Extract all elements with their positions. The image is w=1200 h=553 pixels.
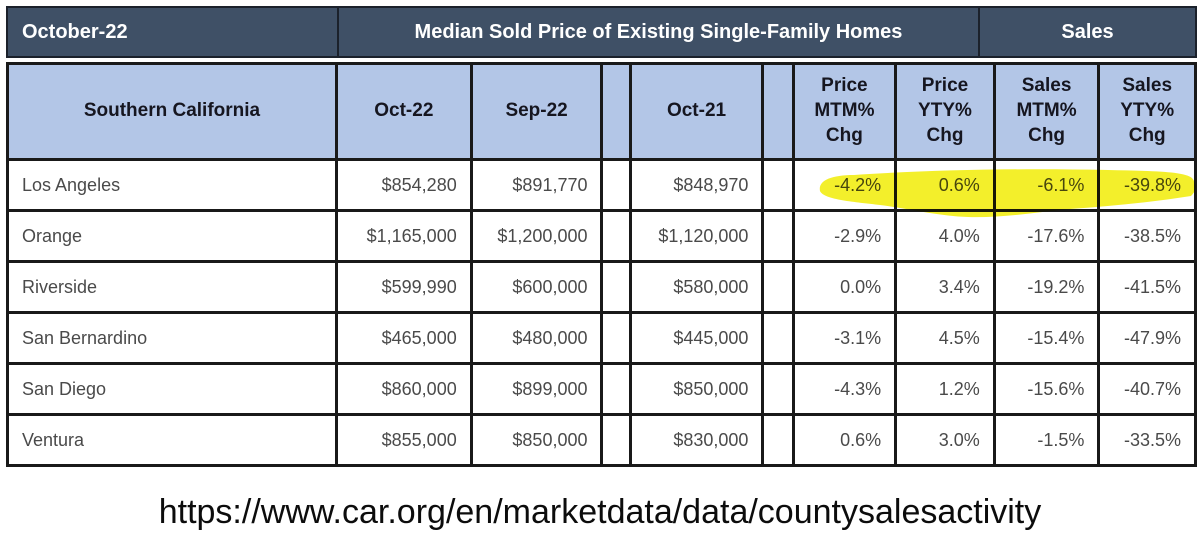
- cell-oct21: $830,000: [628, 413, 765, 467]
- table-row: San Diego $860,000 $899,000 $850,000 -4.3% 1.…: [6, 362, 1197, 416]
- cell-price-yty: 4.0%: [894, 209, 996, 263]
- table-title-banner: October-22 Median Sold Price of Existing…: [6, 6, 1197, 58]
- cell-spacer: [600, 413, 632, 467]
- cell-price-mtm: -2.9%: [791, 209, 898, 263]
- table-row: San Bernardino $465,000 $480,000 $445,000 -3…: [6, 311, 1197, 365]
- cell-spacer: [600, 209, 632, 263]
- cell-sep22: $891,770: [469, 158, 604, 212]
- cell-sep22: $850,000: [469, 413, 604, 467]
- cell-spacer: [761, 260, 795, 314]
- cell-oct21: $445,000: [628, 311, 765, 365]
- cell-sales-mtm: -17.6%: [992, 209, 1101, 263]
- source-url: https://www.car.org/en/marketdata/data/c…: [158, 493, 1042, 531]
- cell-price-mtm: -4.3%: [791, 362, 898, 416]
- header-region: Southern California: [6, 62, 338, 161]
- cell-price-mtm: 0.6%: [791, 413, 898, 467]
- cell-sep22: $1,200,000: [469, 209, 604, 263]
- cell-oct22: $854,280: [334, 158, 473, 212]
- header-row: Southern California Oct-22 Sep-22 Oct-21…: [6, 62, 1197, 161]
- cell-county: San Bernardino: [6, 311, 338, 365]
- cell-price-yty: 3.0%: [894, 413, 996, 467]
- cell-county: Los Angeles: [6, 158, 338, 212]
- cell-sales-mtm: -15.6%: [992, 362, 1101, 416]
- cell-sales-yty: -41.5%: [1097, 260, 1197, 314]
- cell-spacer: [600, 260, 632, 314]
- header-sep22: Sep-22: [469, 62, 604, 161]
- cell-price-yty: 0.6%: [894, 158, 996, 212]
- header-price-mtm: Price MTM% Chg: [791, 62, 898, 161]
- cell-county: Riverside: [6, 260, 338, 314]
- cell-price-mtm: -4.2%: [791, 158, 898, 212]
- header-oct21: Oct-21: [628, 62, 765, 161]
- banner-price-title: Median Sold Price of Existing Single-Fam…: [337, 8, 980, 56]
- cell-spacer: [600, 311, 632, 365]
- table-body: Los Angeles $854,280 $891,770 $848,970 -4.2%…: [6, 158, 1197, 467]
- header-sales-mtm: Sales MTM% Chg: [992, 62, 1101, 161]
- cell-price-yty: 1.2%: [894, 362, 996, 416]
- cell-county: San Diego: [6, 362, 338, 416]
- cell-oct21: $580,000: [628, 260, 765, 314]
- cell-oct22: $599,990: [334, 260, 473, 314]
- cell-sales-yty: -39.8%: [1097, 158, 1197, 212]
- cell-spacer: [600, 158, 632, 212]
- banner-period-label: October-22: [22, 20, 128, 43]
- cell-sales-mtm: -1.5%: [992, 413, 1101, 467]
- cell-oct21: $850,000: [628, 362, 765, 416]
- cell-price-yty: 3.4%: [894, 260, 996, 314]
- cell-oct22: $465,000: [334, 311, 473, 365]
- table-row: Ventura $855,000 $850,000 $830,000 0.6% 3.0% -…: [6, 413, 1197, 467]
- cell-price-mtm: -3.1%: [791, 311, 898, 365]
- cell-price-mtm: 0.0%: [791, 260, 898, 314]
- banner-sales-title: Sales: [1061, 20, 1114, 43]
- header-price-yty: Price YTY% Chg: [894, 62, 996, 161]
- cell-oct22: $855,000: [334, 413, 473, 467]
- cell-spacer: [761, 209, 795, 263]
- header-sales-yty: Sales YTY% Chg: [1097, 62, 1197, 161]
- cell-sales-mtm: -6.1%: [992, 158, 1101, 212]
- cell-oct21: $1,120,000: [628, 209, 765, 263]
- table-row: Orange $1,165,000 $1,200,000 $1,120,000 -2.9…: [6, 209, 1197, 263]
- cell-spacer: [600, 362, 632, 416]
- header-spacer: [761, 62, 795, 161]
- cell-sep22: $480,000: [469, 311, 604, 365]
- cell-spacer: [761, 158, 795, 212]
- cell-oct22: $860,000: [334, 362, 473, 416]
- cell-sep22: $600,000: [469, 260, 604, 314]
- cell-county: Orange: [6, 209, 338, 263]
- cell-spacer: [761, 362, 795, 416]
- county-sales-table: Southern California Oct-22 Sep-22 Oct-21…: [6, 62, 1197, 467]
- cell-sales-yty: -47.9%: [1097, 311, 1197, 365]
- cell-sales-yty: -33.5%: [1097, 413, 1197, 467]
- header-spacer: [600, 62, 632, 161]
- table-row: Riverside $599,990 $600,000 $580,000 0.0% 3.4…: [6, 260, 1197, 314]
- cell-spacer: [761, 413, 795, 467]
- cell-sep22: $899,000: [469, 362, 604, 416]
- table-row: Los Angeles $854,280 $891,770 $848,970 -4.2%…: [6, 158, 1197, 212]
- cell-county: Ventura: [6, 413, 338, 467]
- cell-spacer: [761, 311, 795, 365]
- cell-oct22: $1,165,000: [334, 209, 473, 263]
- cell-sales-yty: -40.7%: [1097, 362, 1197, 416]
- cell-sales-mtm: -19.2%: [992, 260, 1101, 314]
- cell-sales-yty: -38.5%: [1097, 209, 1197, 263]
- cell-sales-mtm: -15.4%: [992, 311, 1101, 365]
- header-oct22: Oct-22: [334, 62, 473, 161]
- cell-price-yty: 4.5%: [894, 311, 996, 365]
- cell-oct21: $848,970: [628, 158, 765, 212]
